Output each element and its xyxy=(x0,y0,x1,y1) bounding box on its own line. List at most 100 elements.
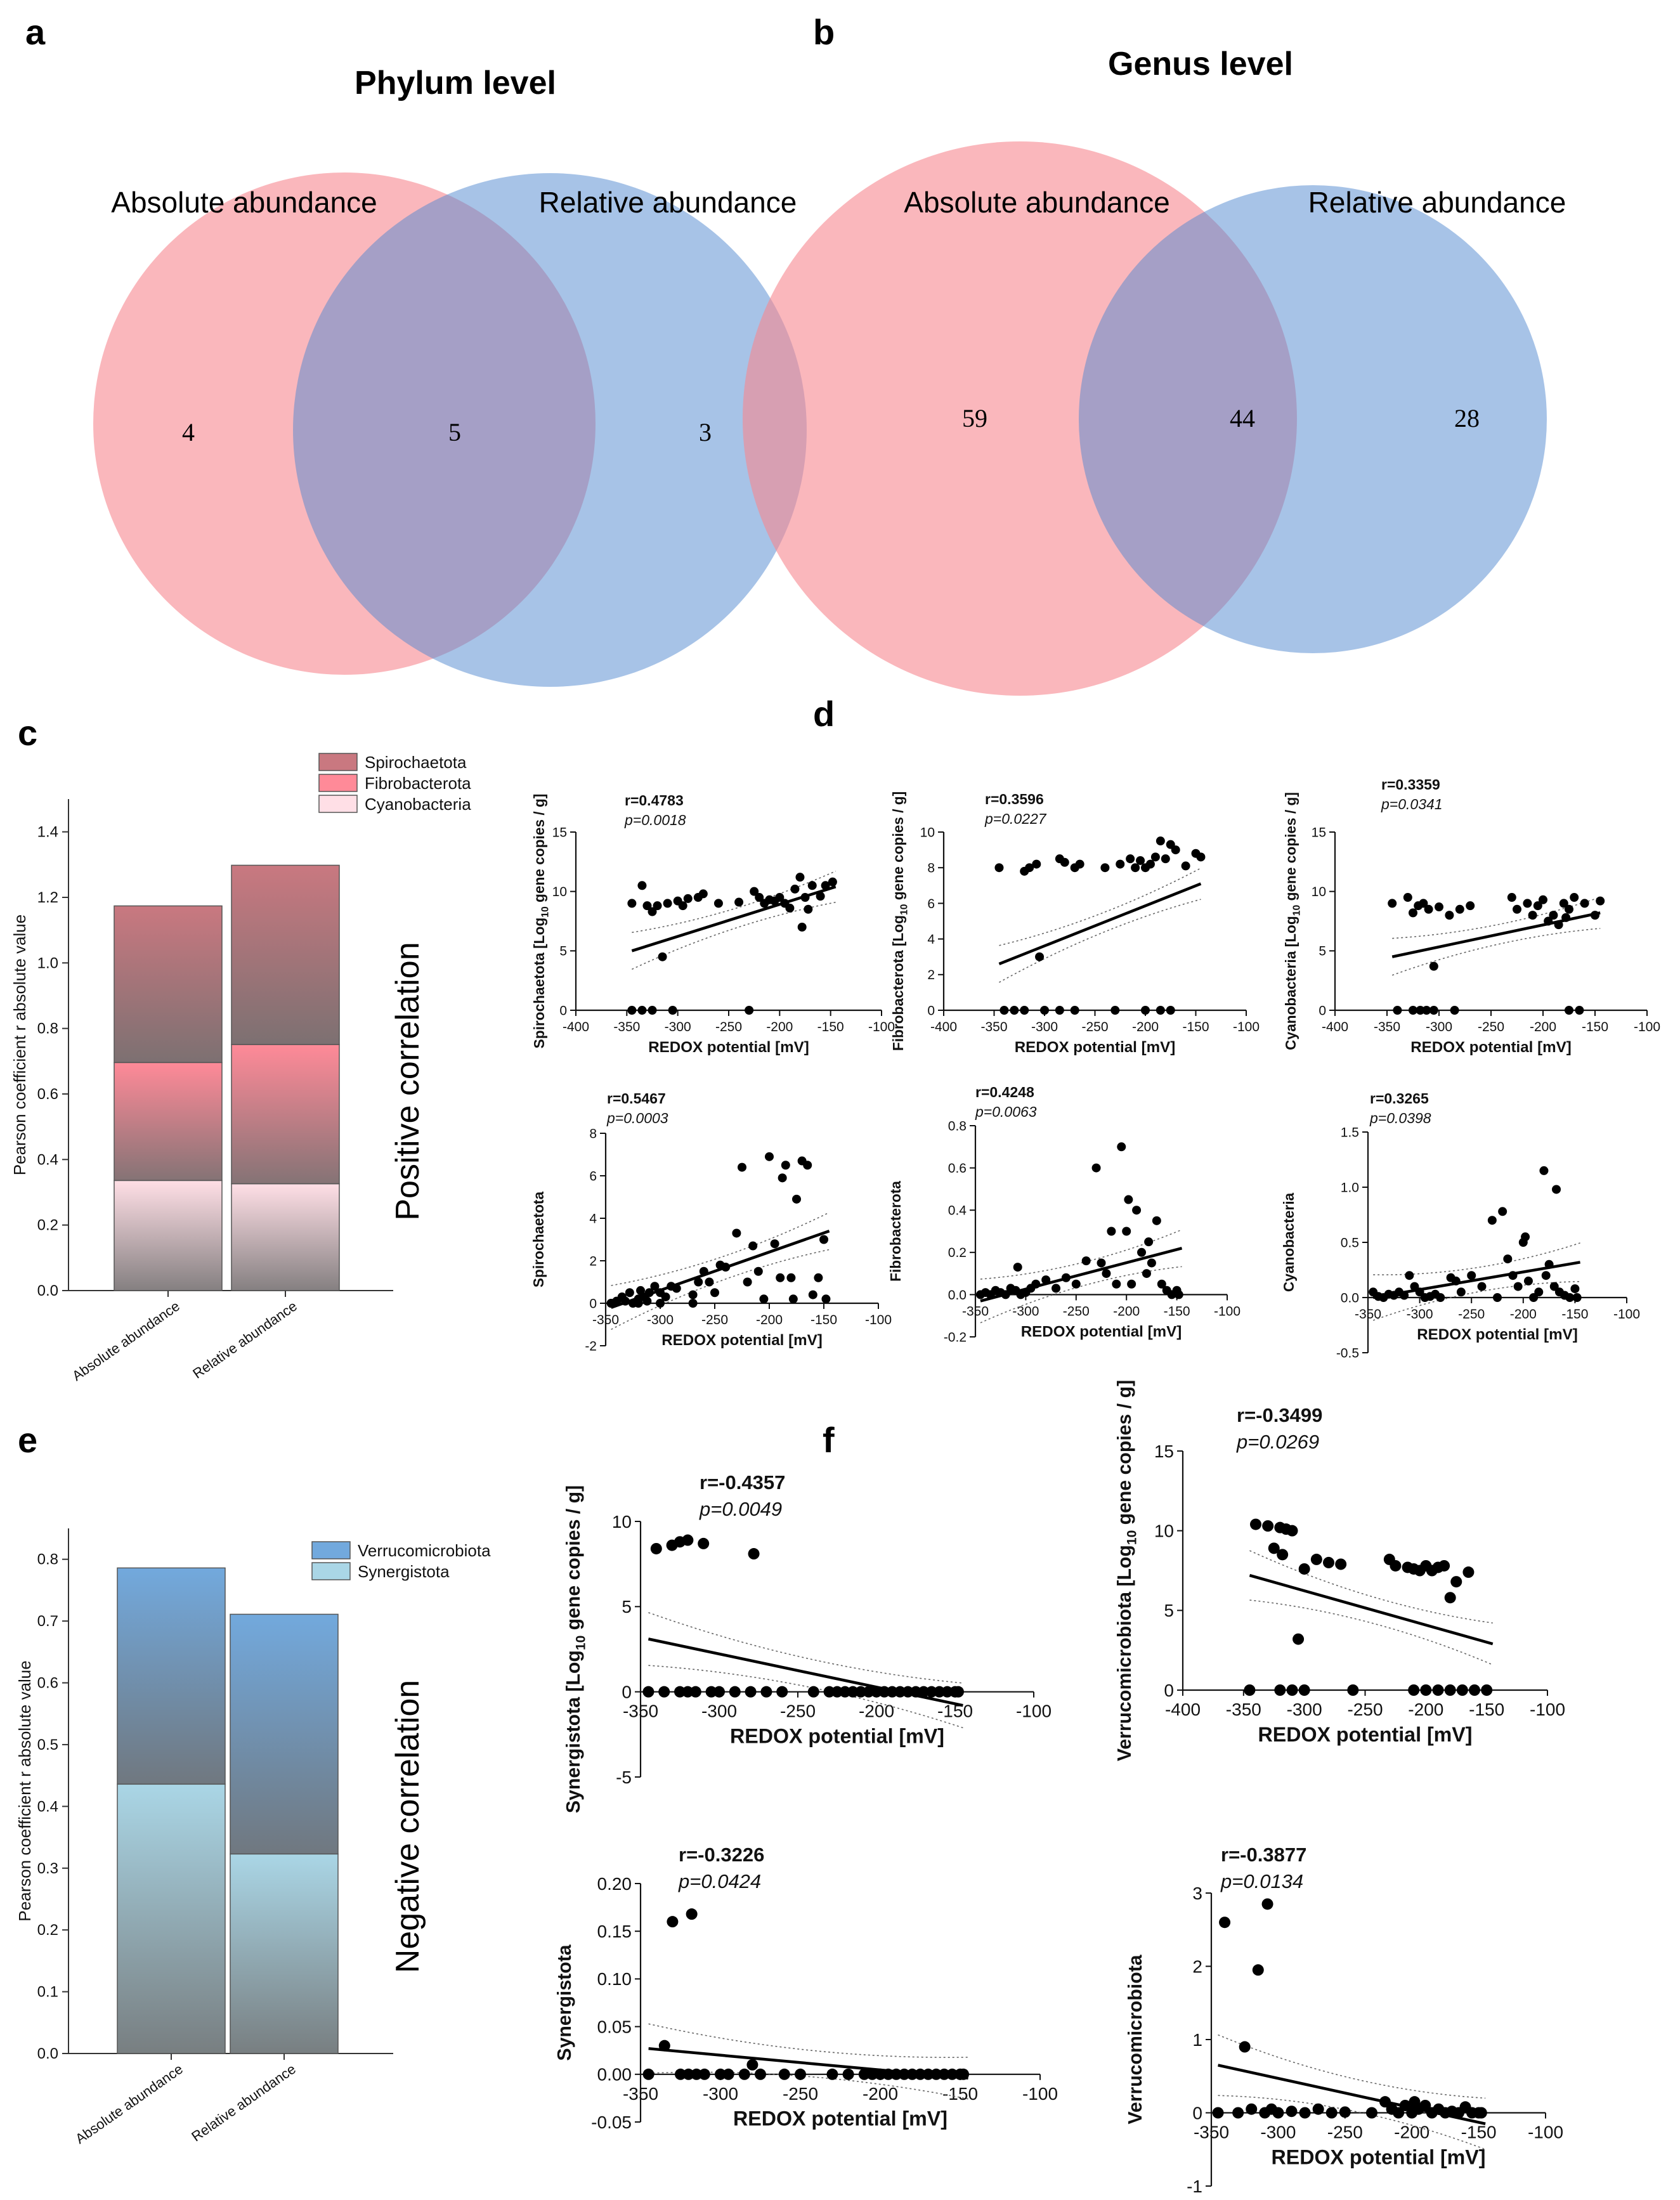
x-tick-label: -150 xyxy=(1164,1304,1190,1318)
data-point xyxy=(786,1273,796,1282)
y-tick-label: 4 xyxy=(589,1211,597,1226)
data-point xyxy=(1112,1279,1121,1289)
panel-letter-b: b xyxy=(813,12,835,52)
data-point xyxy=(938,2068,950,2080)
data-point xyxy=(902,1686,914,1698)
x-tick-label: -150 xyxy=(1561,1307,1588,1322)
data-point xyxy=(1298,1684,1310,1696)
data-point xyxy=(1126,854,1135,864)
data-point xyxy=(792,1194,801,1204)
data-point xyxy=(1250,1518,1261,1530)
data-point xyxy=(1409,1006,1417,1015)
x-tick-label: -300 xyxy=(703,2084,738,2104)
data-point xyxy=(1232,2107,1244,2119)
data-point xyxy=(1435,902,1443,912)
x-tick-label: -300 xyxy=(1407,1307,1433,1322)
data-point xyxy=(781,1161,790,1170)
data-point xyxy=(743,1277,752,1287)
data-point xyxy=(826,2068,838,2080)
data-point xyxy=(1100,863,1110,873)
y-tick-label: 10 xyxy=(1154,1521,1174,1540)
data-point xyxy=(1246,2103,1258,2115)
x-tick-label: -250 xyxy=(1478,1020,1504,1034)
r-value: r=0.4783 xyxy=(625,792,684,809)
y-tick-label: 0 xyxy=(1192,2103,1202,2123)
x-tick-label: -150 xyxy=(817,1020,844,1034)
data-point xyxy=(858,2068,870,2080)
y-tick-label: 0.15 xyxy=(597,1922,632,1941)
data-point xyxy=(790,884,800,894)
data-point xyxy=(715,2068,726,2080)
data-point xyxy=(688,1299,698,1308)
data-point xyxy=(1400,1291,1409,1300)
r-value: r=-0.3499 xyxy=(1237,1404,1322,1426)
p-value: p=0.0424 xyxy=(678,1870,761,1892)
data-point xyxy=(642,1296,652,1306)
data-point xyxy=(698,2068,710,2080)
data-point xyxy=(1450,1006,1459,1015)
data-point xyxy=(1299,2107,1311,2119)
p-value: p=0.0398 xyxy=(1369,1110,1431,1126)
x-axis-label: REDOX potential [mV] xyxy=(1258,1723,1473,1746)
data-point xyxy=(1528,911,1537,920)
y-tick-label: 0.0 xyxy=(37,2045,58,2062)
data-point xyxy=(658,952,667,961)
x-tick-label: -150 xyxy=(1469,1700,1504,1719)
r-value: r=0.4248 xyxy=(975,1084,1034,1100)
y-axis-label: Cyanobacteria [Log10 gene copies / g] xyxy=(1282,792,1302,1050)
y-tick-label: 0.0 xyxy=(37,1282,58,1299)
bar-segment-shade xyxy=(117,1567,226,1785)
data-point xyxy=(648,907,657,916)
data-point xyxy=(770,1239,779,1249)
data-point xyxy=(1116,859,1125,869)
y-tick-label: -2 xyxy=(585,1339,597,1353)
data-point xyxy=(1268,1542,1280,1554)
y-tick-label: 0.4 xyxy=(37,1151,58,1168)
confidence-band-upper xyxy=(1249,1550,1493,1624)
x-tick-label: -200 xyxy=(859,1702,894,1721)
data-point xyxy=(755,2068,766,2080)
venn-a-right-label: Relative abundance xyxy=(539,186,797,219)
data-point xyxy=(886,1686,898,1698)
data-point xyxy=(1131,863,1140,873)
data-point xyxy=(918,1686,930,1698)
data-point xyxy=(698,889,708,899)
x-tick-label: -100 xyxy=(1528,2123,1563,2142)
data-point xyxy=(785,903,795,913)
data-point xyxy=(946,2068,958,2080)
data-point xyxy=(1554,920,1563,930)
venn-b-left-label: Absolute abundance xyxy=(904,186,1169,219)
data-point xyxy=(1122,1227,1131,1236)
data-point xyxy=(898,2068,910,2080)
data-point xyxy=(753,1266,763,1276)
data-point xyxy=(925,1686,937,1698)
data-point xyxy=(1152,1216,1161,1225)
x-tick-label: Relative abundance xyxy=(190,1298,300,1382)
y-tick-label: 0.0 xyxy=(948,1288,967,1303)
data-point xyxy=(722,2068,734,2080)
x-tick-label: -350 xyxy=(623,1702,658,1721)
y-tick-label: -0.05 xyxy=(591,2112,632,2132)
data-point xyxy=(775,893,785,902)
y-tick-label: 0 xyxy=(589,1296,597,1311)
y-tick-label: 1.4 xyxy=(37,824,58,841)
panel-letter-e: e xyxy=(18,1420,37,1460)
y-tick-label: -0.2 xyxy=(944,1330,967,1344)
data-point xyxy=(1467,1271,1476,1280)
bar-chart-c: 0.0 0.2 0.4 0.6 0.8 1.0 1.2 1.4 Pearson coeffici… xyxy=(10,753,471,1384)
data-point xyxy=(1549,911,1558,920)
y-tick-label: 1.2 xyxy=(37,889,58,906)
data-point xyxy=(1481,1684,1493,1696)
data-point xyxy=(1312,2103,1324,2115)
x-tick-label: -400 xyxy=(1165,1700,1201,1719)
data-point xyxy=(875,2068,886,2080)
data-point xyxy=(1565,1006,1573,1015)
regression-line xyxy=(980,1246,1183,1303)
data-point xyxy=(1388,899,1397,908)
data-point xyxy=(866,2068,878,2080)
data-point xyxy=(686,1908,698,1920)
x-tick-label: -250 xyxy=(701,1313,728,1327)
x-tick-label: -250 xyxy=(1063,1304,1090,1318)
y-tick-label: 15 xyxy=(1312,825,1326,840)
